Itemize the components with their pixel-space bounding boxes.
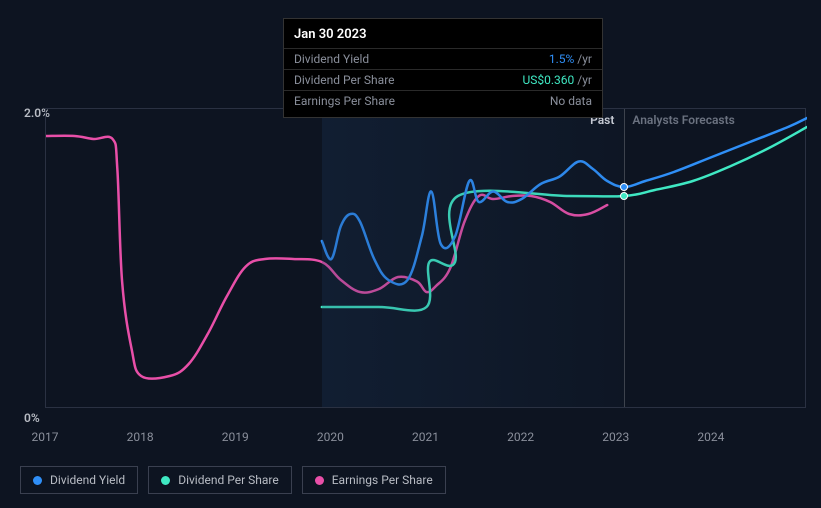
hover-marker — [620, 183, 628, 191]
legend-dot-icon — [161, 476, 170, 485]
hover-marker — [620, 192, 628, 200]
x-axis-tick: 2019 — [222, 430, 249, 444]
tooltip-row-value: US$0.360/yr — [523, 73, 593, 87]
legend-label: Dividend Yield — [50, 473, 125, 487]
chart-tooltip: Jan 30 2023 Dividend Yield1.5%/yrDividen… — [283, 18, 603, 118]
hover-indicator-line — [624, 109, 625, 407]
x-axis-tick: 2017 — [32, 430, 59, 444]
tooltip-row-label: Earnings Per Share — [294, 94, 395, 108]
forecast-shade — [322, 109, 624, 407]
chart-legend: Dividend Yield Dividend Per Share Earnings… — [20, 466, 446, 494]
y-axis-min-label: 0% — [24, 411, 40, 425]
tooltip-row-label: Dividend Yield — [294, 52, 369, 66]
legend-label: Dividend Per Share — [178, 473, 279, 487]
tooltip-row: Dividend Per Share US$0.360/yr — [284, 69, 602, 90]
legend-dot-icon — [315, 476, 324, 485]
legend-label: Earnings Per Share — [332, 473, 433, 487]
forecast-region-label: Analysts Forecasts — [632, 113, 734, 127]
x-axis-tick: 2024 — [697, 430, 724, 444]
chart-area: 2.0% 0% Past Analysts Forecasts — [20, 108, 806, 423]
x-axis-tick: 2023 — [602, 430, 629, 444]
tooltip-row: Earnings Per Share No data — [284, 90, 602, 111]
x-axis: 20172018201920202021202220232024 — [45, 430, 806, 450]
x-axis-tick: 2018 — [127, 430, 154, 444]
legend-item[interactable]: Earnings Per Share — [302, 466, 446, 494]
legend-dot-icon — [33, 476, 42, 485]
x-axis-tick: 2020 — [317, 430, 344, 444]
tooltip-row-label: Dividend Per Share — [294, 73, 395, 87]
x-axis-tick: 2022 — [507, 430, 534, 444]
legend-item[interactable]: Dividend Yield — [20, 466, 138, 494]
x-axis-tick: 2021 — [412, 430, 439, 444]
tooltip-row-value: 1.5%/yr — [549, 52, 592, 66]
tooltip-date: Jan 30 2023 — [284, 25, 602, 48]
plot-region[interactable]: Past Analysts Forecasts — [45, 108, 806, 408]
tooltip-row: Dividend Yield 1.5%/yr — [284, 48, 602, 69]
tooltip-row-value: No data — [550, 94, 592, 108]
legend-item[interactable]: Dividend Per Share — [148, 466, 292, 494]
